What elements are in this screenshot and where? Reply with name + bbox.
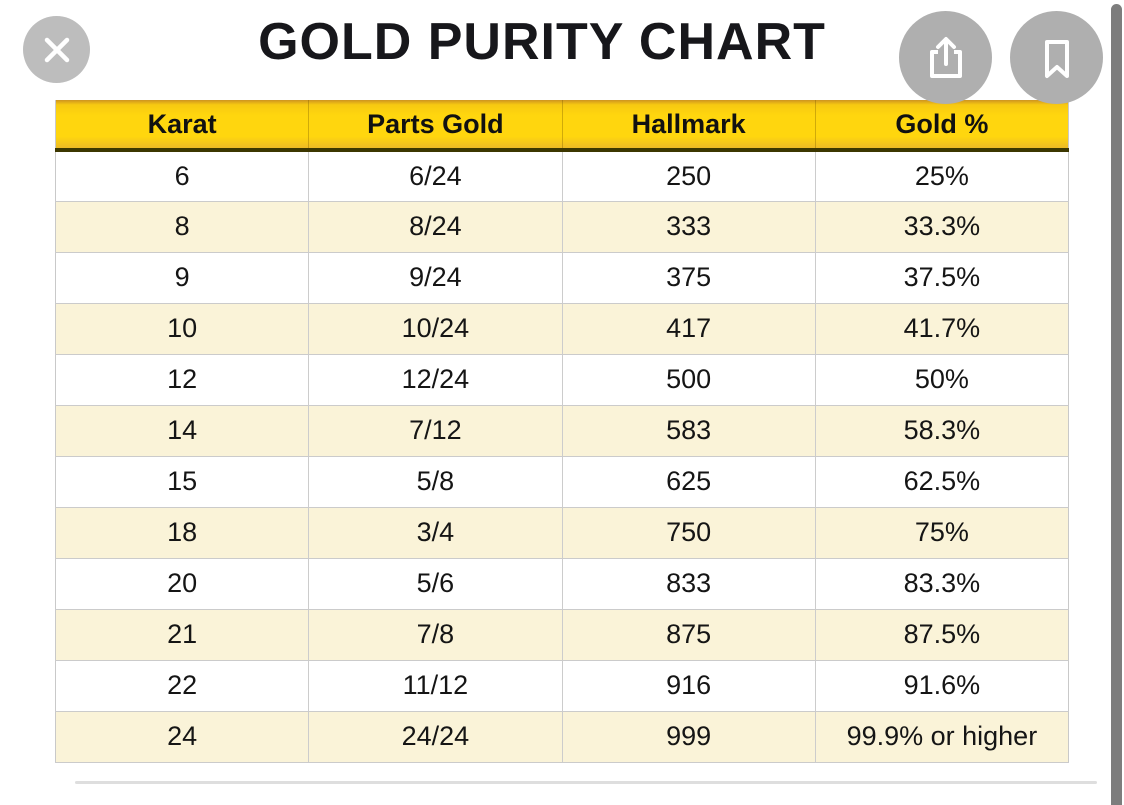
table-row: 9 9/24 375 37.5%: [55, 252, 1069, 304]
table-cell: 33.3%: [814, 201, 1069, 253]
table-cell: 999: [561, 711, 816, 763]
scrollbar[interactable]: [1111, 4, 1122, 805]
table-cell: 750: [561, 507, 816, 559]
table-row: 14 7/12 583 58.3%: [55, 405, 1069, 457]
table-cell: 14: [55, 405, 309, 457]
table-cell: 10: [55, 303, 309, 355]
table-cell: 7/12: [308, 405, 562, 457]
table-row: 8 8/24 333 33.3%: [55, 201, 1069, 253]
table-cell: 62.5%: [814, 456, 1069, 508]
table-cell: 87.5%: [814, 609, 1069, 661]
table-cell: 875: [561, 609, 816, 661]
table-cell: 375: [561, 252, 816, 304]
table-row: 22 11/12 916 91.6%: [55, 660, 1069, 712]
close-icon: [39, 32, 75, 68]
bookmark-button[interactable]: [1010, 11, 1103, 104]
table-cell: 916: [561, 660, 816, 712]
table-cell: 12: [55, 354, 309, 406]
table-row: 24 24/24 999 99.9% or higher: [55, 711, 1069, 763]
table-cell: 24/24: [308, 711, 562, 763]
table-cell: 9/24: [308, 252, 562, 304]
page-title: GOLD PURITY CHART: [258, 13, 826, 71]
table-row: 6 6/24 250 25%: [55, 150, 1069, 202]
table-row: 15 5/8 625 62.5%: [55, 456, 1069, 508]
table-row: 18 3/4 750 75%: [55, 507, 1069, 559]
table-cell: 7/8: [308, 609, 562, 661]
table-cell: 11/12: [308, 660, 562, 712]
table-cell: 83.3%: [814, 558, 1069, 610]
table-row: 20 5/6 833 83.3%: [55, 558, 1069, 610]
gold-purity-table: Karat Parts Gold Hallmark Gold % 6 6/24 25…: [55, 100, 1069, 763]
gold-purity-table-container: Karat Parts Gold Hallmark Gold % 6 6/24 25…: [55, 100, 1069, 763]
table-cell: 8/24: [308, 201, 562, 253]
table-cell: 99.9% or higher: [814, 711, 1069, 763]
table-cell: 15: [55, 456, 309, 508]
share-button[interactable]: [899, 11, 992, 104]
table-cell: 22: [55, 660, 309, 712]
table-cell: 91.6%: [814, 660, 1069, 712]
share-icon: [920, 32, 972, 84]
table-cell: 37.5%: [814, 252, 1069, 304]
table-cell: 6/24: [308, 150, 562, 202]
table-bottom-divider: [75, 781, 1097, 784]
table-cell: 75%: [814, 507, 1069, 559]
table-cell: 5/6: [308, 558, 562, 610]
table-header-row: Karat Parts Gold Hallmark Gold %: [55, 100, 1069, 152]
table-row: 12 12/24 500 50%: [55, 354, 1069, 406]
table-cell: 8: [55, 201, 309, 253]
table-cell: 24: [55, 711, 309, 763]
table-cell: 417: [561, 303, 816, 355]
bookmark-icon: [1033, 34, 1081, 82]
table-cell: 250: [561, 150, 816, 202]
table-cell: 500: [561, 354, 816, 406]
table-cell: 5/8: [308, 456, 562, 508]
table-cell: 583: [561, 405, 816, 457]
column-header-karat: Karat: [55, 100, 309, 152]
table-cell: 58.3%: [814, 405, 1069, 457]
column-header-gold-pct: Gold %: [814, 100, 1069, 152]
column-header-hallmark: Hallmark: [561, 100, 816, 152]
table-cell: 50%: [814, 354, 1069, 406]
table-cell: 3/4: [308, 507, 562, 559]
table-cell: 41.7%: [814, 303, 1069, 355]
table-cell: 20: [55, 558, 309, 610]
table-cell: 625: [561, 456, 816, 508]
table-cell: 12/24: [308, 354, 562, 406]
table-cell: 333: [561, 201, 816, 253]
close-button[interactable]: [23, 16, 90, 83]
table-cell: 18: [55, 507, 309, 559]
table-cell: 10/24: [308, 303, 562, 355]
table-row: 21 7/8 875 87.5%: [55, 609, 1069, 661]
table-cell: 21: [55, 609, 309, 661]
table-cell: 833: [561, 558, 816, 610]
table-cell: 9: [55, 252, 309, 304]
table-cell: 25%: [814, 150, 1069, 202]
column-header-parts-gold: Parts Gold: [308, 100, 562, 152]
table-row: 10 10/24 417 41.7%: [55, 303, 1069, 355]
table-cell: 6: [55, 150, 309, 202]
